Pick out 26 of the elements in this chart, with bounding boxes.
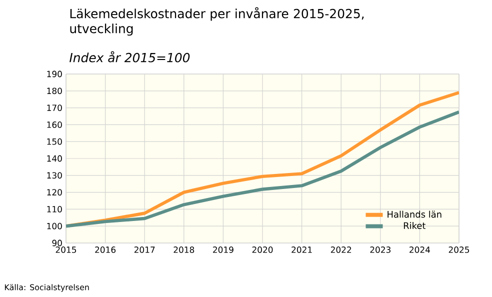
y-tick-label: 150: [47, 138, 62, 145]
x-tick-label: 2022: [330, 246, 352, 253]
y-tick-label: 160: [47, 122, 62, 128]
chart-title: Läkemedelskostnader per invånare 2015-2025, utveckling: [70, 7, 364, 36]
x-tick-label: 2020: [252, 246, 273, 253]
y-tick-label: 180: [47, 88, 62, 94]
x-tick-label: 2016: [95, 246, 116, 253]
chart-subtitle: Index år 2015=100: [70, 51, 190, 62]
x-tick-label: 2021: [292, 246, 312, 253]
x-tick-label: 2024: [410, 246, 430, 253]
y-tick-label: 100: [47, 222, 62, 230]
x-tick-label: 2025: [448, 246, 470, 253]
y-tick-label: 90: [52, 240, 62, 246]
legend-label: Riket: [404, 222, 426, 229]
y-tick-label: 120: [47, 189, 62, 196]
x-tick-label: 2023: [370, 246, 390, 253]
x-tick-label: 2018: [174, 246, 194, 253]
y-tick-label: 190: [47, 70, 62, 78]
y-tick-label: 170: [47, 104, 62, 112]
y-tick-label: 140: [47, 155, 62, 162]
legend-label: Hallands län: [388, 210, 442, 218]
x-tick-label: 2017: [134, 246, 155, 253]
x-tick-label: 2019: [213, 246, 234, 253]
y-tick-label: 130: [47, 172, 62, 179]
y-tick-label: 110: [47, 206, 62, 212]
x-tick-label: 2015: [56, 246, 76, 253]
